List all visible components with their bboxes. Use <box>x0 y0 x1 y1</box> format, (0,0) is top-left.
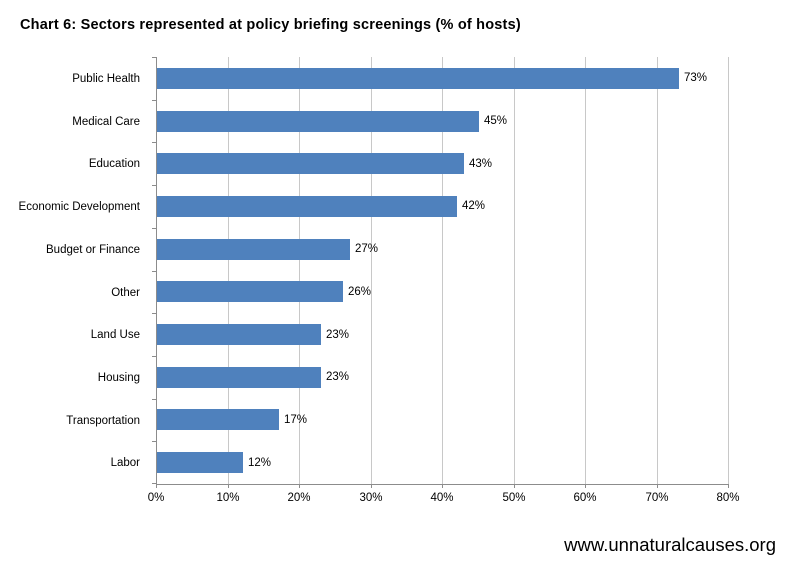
y-axis-tick <box>152 483 156 484</box>
bar <box>157 281 343 302</box>
x-axis-tick <box>585 484 586 488</box>
x-axis-tick <box>299 484 300 488</box>
bar-value-label: 27% <box>355 243 379 255</box>
bar-value-label: 17% <box>284 414 308 426</box>
bar-value-label: 12% <box>248 457 272 469</box>
y-axis-tick <box>152 100 156 101</box>
x-tick-label: 60% <box>573 492 597 504</box>
y-axis-tick <box>152 57 156 58</box>
gridline <box>728 57 729 484</box>
gridline <box>228 57 229 484</box>
x-tick-label: 50% <box>502 492 526 504</box>
y-axis-tick <box>152 271 156 272</box>
bar <box>157 239 350 260</box>
category-label: Housing <box>97 371 140 384</box>
y-axis-tick <box>152 356 156 357</box>
x-axis-tick <box>514 484 515 488</box>
bar <box>157 153 464 174</box>
x-tick-label: 40% <box>430 492 454 504</box>
category-label: Transportation <box>66 414 140 427</box>
y-axis-tick <box>152 185 156 186</box>
bar-value-label: 23% <box>326 329 350 341</box>
bar <box>157 367 321 388</box>
y-axis-tick <box>152 142 156 143</box>
category-label: Medical Care <box>72 115 140 128</box>
bar-value-label: 26% <box>348 286 372 298</box>
gridline <box>371 57 372 484</box>
bar-value-label: 73% <box>684 72 708 84</box>
category-label: Public Health <box>72 72 140 85</box>
bar <box>157 196 457 217</box>
x-tick-label: 70% <box>645 492 669 504</box>
bar <box>157 409 279 430</box>
bar <box>157 111 479 132</box>
gridline <box>585 57 586 484</box>
y-axis-tick <box>152 313 156 314</box>
x-tick-label: 80% <box>716 492 740 504</box>
category-label: Labor <box>110 456 140 469</box>
category-axis-labels: Public Health Medical Care Education Econom… <box>0 57 148 484</box>
category-label: Economic Development <box>18 200 140 213</box>
y-axis-tick <box>152 399 156 400</box>
category-label: Other <box>111 286 140 299</box>
gridline <box>299 57 300 484</box>
gridline <box>657 57 658 484</box>
bar <box>157 324 321 345</box>
bar-value-label: 23% <box>326 371 350 383</box>
chart-title: Chart 6: Sectors represented at policy b… <box>20 17 521 33</box>
y-axis-tick <box>152 441 156 442</box>
x-tick-label: 30% <box>359 492 383 504</box>
x-tick-label: 0% <box>147 492 165 504</box>
x-axis-tick <box>371 484 372 488</box>
x-axis-tick <box>228 484 229 488</box>
bar-value-label: 45% <box>484 115 508 127</box>
category-label: Education <box>88 157 140 170</box>
x-tick-label: 20% <box>287 492 311 504</box>
x-axis-tick <box>442 484 443 488</box>
category-label: Land Use <box>90 328 140 341</box>
bar <box>157 68 679 89</box>
footer-url: www.unnaturalcauses.org <box>564 534 776 555</box>
x-axis-labels: 0% 10% 20% 30% 40% 50% 60% 70% 80% <box>0 492 789 510</box>
gridline <box>514 57 515 484</box>
bar-value-label: 42% <box>462 200 486 212</box>
category-label: Budget or Finance <box>46 243 140 256</box>
bar-value-label: 43% <box>469 158 493 170</box>
plot-area: 73% 45% 43% 42% 27% 26% 23% 23% 17% 12% <box>152 57 729 488</box>
gridline <box>442 57 443 484</box>
x-axis-tick <box>156 484 157 488</box>
y-axis-tick <box>152 228 156 229</box>
x-axis-tick <box>657 484 658 488</box>
bar <box>157 452 243 473</box>
x-tick-label: 10% <box>216 492 240 504</box>
x-axis-tick <box>728 484 729 488</box>
